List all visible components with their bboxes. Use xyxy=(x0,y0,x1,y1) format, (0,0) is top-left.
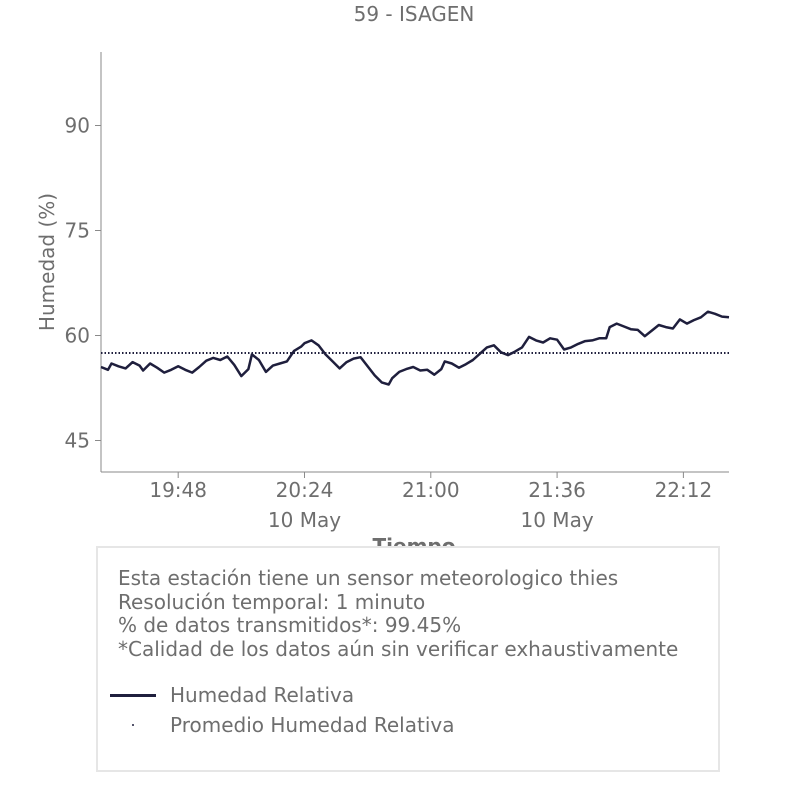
chart-title: 59 - ISAGEN xyxy=(354,2,475,26)
x-tick-date-label: 10 May xyxy=(521,508,594,532)
legend-label-promedio: Promedio Humedad Relativa xyxy=(170,713,455,737)
legend-label-humedad: Humedad Relativa xyxy=(170,683,355,707)
legend-item-promedio: Promedio Humedad Relativa xyxy=(110,710,454,740)
x-tick-label: 19:48 xyxy=(149,478,207,502)
y-tick-label: 75 xyxy=(65,219,90,243)
x-tick-label: 20:24 xyxy=(276,478,334,502)
info-line-transmitted: % de datos transmitidos*: 99.45% xyxy=(118,613,462,637)
legend-line-swatch xyxy=(110,680,156,710)
chart-plot-area xyxy=(100,310,730,386)
info-line-resolution: Resolución temporal: 1 minuto xyxy=(118,589,426,614)
chart-axes: 45 60 75 90 19:48 20:24 10 May 21:00 21:36 10 May… xyxy=(65,52,729,532)
series-line-humedad-relativa xyxy=(100,310,730,386)
x-tick-label: 22:12 xyxy=(655,478,713,502)
legend-item-humedad: Humedad Relativa xyxy=(110,680,454,710)
chart-legend: Humedad Relativa Promedio Humedad Relati… xyxy=(110,680,454,740)
y-axis-label: Humedad (%) xyxy=(35,193,59,331)
y-tick-label: 60 xyxy=(65,324,90,348)
x-tick-label: 21:36 xyxy=(528,478,586,502)
y-tick-label: 90 xyxy=(65,114,90,138)
info-text: Esta estación tiene un sensor meteorolog… xyxy=(118,566,679,661)
info-box: Esta estación tiene un sensor meteorolog… xyxy=(96,546,720,772)
info-line-sensor: Esta estación tiene un sensor meteorolog… xyxy=(118,566,619,590)
y-tick-label: 45 xyxy=(65,429,90,453)
info-line-quality-note: *Calidad de los datos aún sin verificar … xyxy=(118,636,679,661)
legend-dot-swatch xyxy=(110,710,156,740)
x-tick-date-label: 10 May xyxy=(268,508,341,532)
x-tick-label: 21:00 xyxy=(402,478,460,502)
